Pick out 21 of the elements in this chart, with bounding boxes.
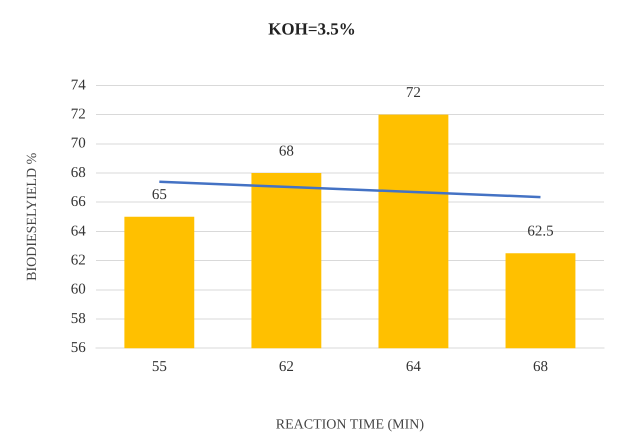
y-tick-label: 60 [70, 282, 86, 298]
data-label: 62.5 [527, 224, 554, 240]
y-axis-title: BIODIESELYIELD % [25, 152, 40, 281]
data-label: 72 [406, 85, 421, 102]
x-tick-label: 68 [532, 359, 548, 376]
x-tick-label: 55 [152, 359, 167, 376]
y-tick-label: 56 [70, 340, 86, 356]
y-tick-label: 64 [70, 223, 86, 240]
y-tick-label: 66 [70, 194, 86, 210]
x-axis-title: REACTION TIME (MIN) [276, 417, 424, 432]
y-tick-label: 72 [70, 106, 86, 123]
y-tick-label: 74 [70, 77, 86, 94]
data-label: 65 [152, 187, 167, 204]
x-tick-label: 62 [278, 359, 294, 376]
y-tick-label: 58 [70, 310, 86, 327]
data-label: 68 [278, 143, 294, 160]
y-tick-label: 68 [70, 164, 86, 181]
chart-title: KOH=3.5% [268, 20, 356, 39]
x-tick-label: 64 [406, 359, 422, 376]
y-tick-label: 62 [70, 252, 86, 269]
y-tick-label: 70 [70, 136, 86, 152]
